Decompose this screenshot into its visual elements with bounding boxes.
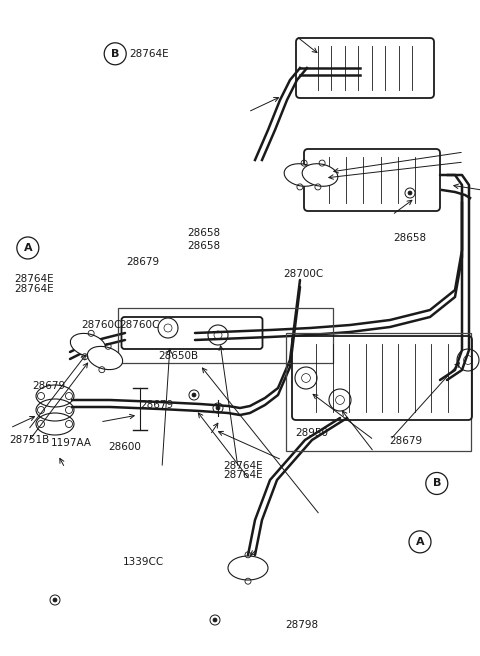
Bar <box>118 308 333 363</box>
Bar <box>286 333 471 451</box>
Circle shape <box>408 191 412 195</box>
Circle shape <box>216 406 220 410</box>
Text: 28700C: 28700C <box>283 269 324 279</box>
Text: 28679: 28679 <box>126 257 159 268</box>
Text: 28798: 28798 <box>286 619 319 630</box>
Ellipse shape <box>302 164 338 186</box>
Text: 28764E: 28764E <box>130 49 169 59</box>
Text: 28650B: 28650B <box>158 351 199 361</box>
Text: 28679: 28679 <box>33 380 66 391</box>
Text: B: B <box>111 49 120 59</box>
Text: 28600: 28600 <box>108 442 141 453</box>
Text: A: A <box>24 243 32 253</box>
Text: 28764E: 28764E <box>14 283 54 294</box>
Circle shape <box>104 43 126 65</box>
Ellipse shape <box>87 346 122 369</box>
Circle shape <box>213 618 217 622</box>
Ellipse shape <box>228 556 268 580</box>
Text: 28764E: 28764E <box>223 470 263 480</box>
Text: 28764E: 28764E <box>14 274 54 285</box>
Text: 28760C: 28760C <box>119 319 159 330</box>
Ellipse shape <box>284 164 320 186</box>
Text: 28751B: 28751B <box>10 434 50 445</box>
Circle shape <box>409 531 431 553</box>
Text: 28760C: 28760C <box>82 319 122 330</box>
Text: B: B <box>432 478 441 489</box>
Text: 28658: 28658 <box>187 228 220 238</box>
Circle shape <box>426 472 448 495</box>
Circle shape <box>53 598 57 602</box>
Text: 28764E: 28764E <box>223 461 263 471</box>
Text: 28658: 28658 <box>394 233 427 243</box>
Text: 28679: 28679 <box>389 436 422 446</box>
Circle shape <box>192 393 196 397</box>
Text: 1339CC: 1339CC <box>122 557 164 567</box>
Text: 28950: 28950 <box>296 428 329 438</box>
Text: A: A <box>416 537 424 547</box>
Text: 1197AA: 1197AA <box>50 438 91 448</box>
Text: 28679: 28679 <box>141 400 174 410</box>
Circle shape <box>17 237 39 259</box>
Text: 28658: 28658 <box>187 241 220 251</box>
Ellipse shape <box>71 333 106 357</box>
